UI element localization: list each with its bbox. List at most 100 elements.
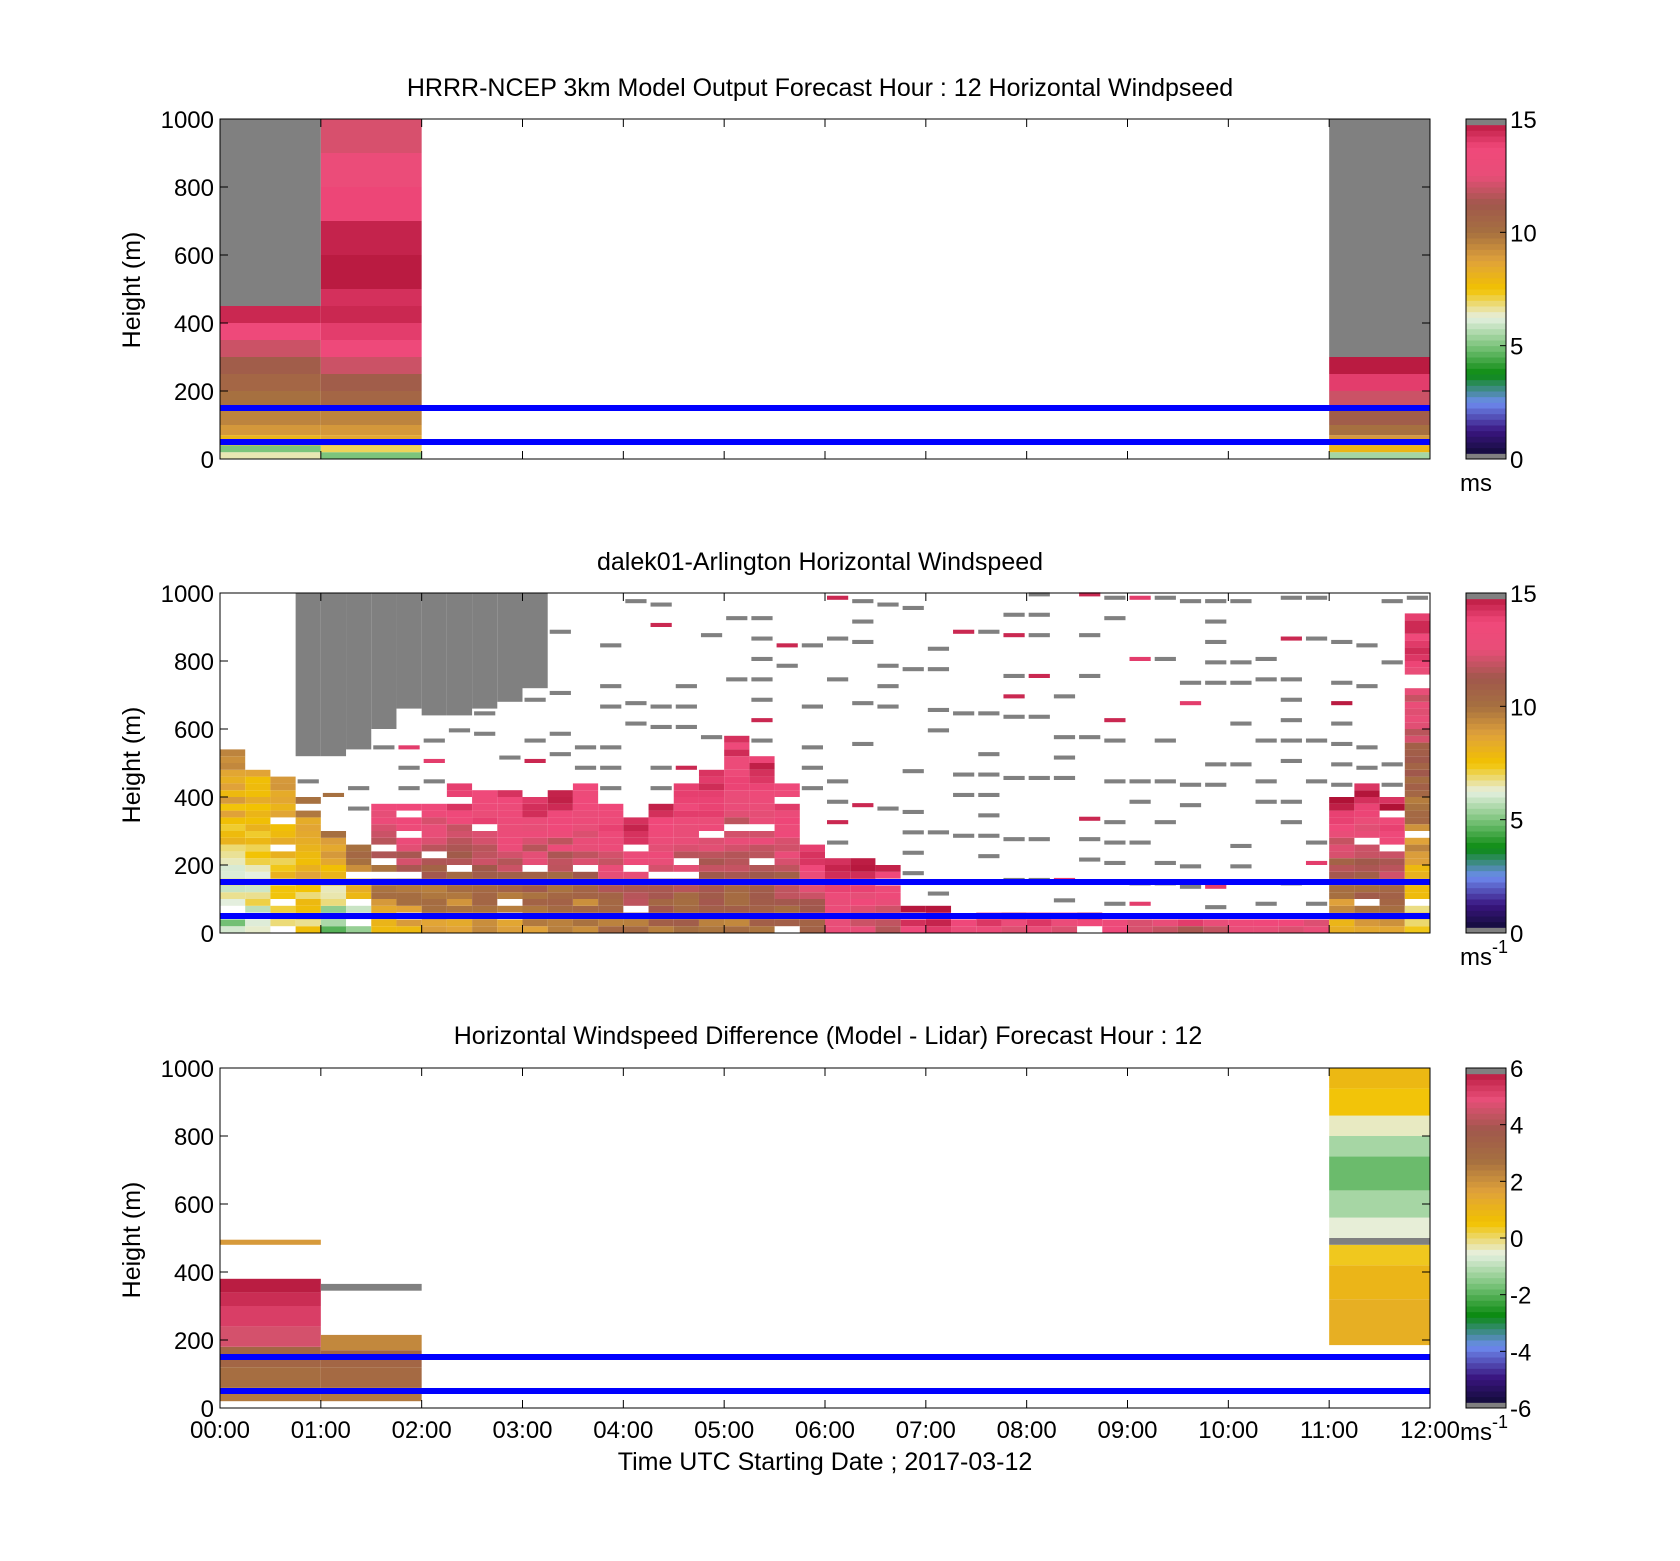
heatmap-cell	[295, 865, 321, 872]
heatmap-cell	[270, 919, 296, 927]
colorbar-swatch	[1466, 1113, 1506, 1120]
heatmap-cell	[497, 892, 523, 899]
heatmap-cell	[1255, 677, 1277, 682]
heatmap-cell	[1356, 765, 1378, 770]
heatmap-cell	[572, 851, 599, 859]
heatmap-cell	[776, 643, 798, 648]
heatmap-cell	[371, 817, 397, 825]
colorbar-swatch	[1466, 402, 1506, 409]
heatmap-cell	[220, 776, 246, 784]
heatmap-cell	[650, 602, 672, 607]
heatmap-cell	[522, 899, 548, 906]
heatmap-cell	[472, 837, 498, 845]
colorbar-swatch	[1466, 215, 1506, 222]
heatmap-cell	[799, 851, 825, 859]
heatmap-cell	[398, 745, 420, 750]
heatmap-cell	[522, 810, 548, 818]
colorbar-swatch	[1466, 632, 1506, 639]
heatmap-cell	[346, 905, 372, 913]
heatmap-cell	[572, 783, 599, 791]
heatmap-cell	[1255, 656, 1277, 661]
heatmap-cell	[1404, 763, 1430, 770]
heatmap-cell	[371, 926, 397, 933]
heatmap-cell	[346, 926, 372, 933]
heatmap-cell	[522, 831, 548, 838]
heatmap-cell	[927, 830, 950, 835]
heatmap-cell	[497, 871, 523, 879]
colorbar-swatch	[1466, 746, 1506, 753]
heatmap-cell	[1154, 820, 1176, 825]
heatmap-cell	[877, 684, 899, 689]
heatmap-cell	[396, 858, 422, 865]
heatmap-cell	[572, 817, 599, 825]
heatmap-cell	[1127, 919, 1153, 927]
heatmap-cell	[1379, 831, 1405, 838]
heatmap-cell	[925, 919, 952, 927]
heatmap-cell	[220, 119, 321, 306]
heatmap-cell	[799, 892, 825, 899]
heatmap-cell	[320, 1334, 422, 1351]
heatmap-cell	[774, 844, 800, 852]
heatmap-cell	[799, 844, 825, 852]
heatmap-cell	[421, 810, 447, 818]
heatmap-cell	[1329, 817, 1355, 825]
heatmap-cell	[572, 803, 599, 811]
heatmap-cell	[220, 763, 246, 770]
heatmap-cell	[698, 790, 725, 797]
heatmap-cell	[497, 803, 523, 811]
heatmap-cell	[724, 756, 750, 763]
colorbar-swatch	[1466, 204, 1506, 211]
heatmap-cell	[245, 831, 271, 838]
model-panel: HRRR-NCEP 3km Model Output Forecast Hour…	[118, 74, 1537, 497]
heatmap-cell	[371, 837, 397, 845]
heatmap-cell	[698, 858, 725, 865]
colorbar-tick-label: -2	[1510, 1283, 1531, 1310]
heatmap-cell	[1329, 810, 1355, 818]
heatmap-cell	[1280, 820, 1302, 825]
heatmap-cell	[295, 871, 321, 879]
heatmap-cell	[421, 844, 447, 852]
colorbar-swatch	[1466, 1396, 1506, 1403]
heatmap-cell	[1129, 799, 1151, 804]
heatmap-cell	[1379, 865, 1405, 872]
heatmap-cell	[749, 817, 775, 825]
colorbar-swatch	[1466, 1385, 1506, 1392]
heatmap-cell	[245, 824, 271, 831]
heatmap-cell	[547, 790, 573, 797]
colorbar-swatch	[1466, 1170, 1506, 1177]
heatmap-cell	[245, 837, 271, 845]
heatmap-cell	[1404, 640, 1430, 648]
heatmap-cell	[1354, 783, 1380, 791]
heatmap-cell	[1404, 803, 1430, 811]
heatmap-cell	[700, 735, 723, 740]
heatmap-cell	[446, 919, 473, 927]
heatmap-cell	[1079, 837, 1101, 842]
heatmap-cell	[850, 865, 876, 872]
heatmap-cell	[320, 844, 347, 852]
heatmap-cell	[675, 765, 697, 770]
heatmap-cell	[421, 899, 447, 906]
heatmap-cell	[724, 749, 750, 757]
heatmap-cell	[472, 858, 498, 865]
heatmap-cell	[472, 817, 498, 825]
heatmap-cell	[1379, 905, 1405, 913]
model-heatmap-cells	[220, 119, 1430, 459]
heatmap-cell	[574, 765, 597, 770]
heatmap-cell	[1329, 1068, 1430, 1089]
colorbar-swatch	[1466, 181, 1506, 188]
colorbar-unit: ms-1	[1460, 1412, 1508, 1446]
xtick-label: 10:00	[1198, 1417, 1258, 1444]
colorbar-swatch	[1466, 391, 1506, 398]
heatmap-cell	[472, 831, 498, 838]
heatmap-cell	[396, 899, 422, 906]
heatmap-cell	[1404, 735, 1430, 743]
heatmap-cell	[446, 871, 473, 879]
heatmap-cell	[852, 599, 874, 604]
heatmap-cell	[1053, 694, 1076, 699]
heatmap-cell	[1329, 1088, 1430, 1116]
heatmap-cell	[446, 905, 473, 913]
heatmap-cell	[497, 837, 523, 845]
heatmap-cell	[648, 858, 674, 865]
heatmap-cell	[245, 769, 271, 777]
heatmap-cell	[270, 851, 296, 859]
